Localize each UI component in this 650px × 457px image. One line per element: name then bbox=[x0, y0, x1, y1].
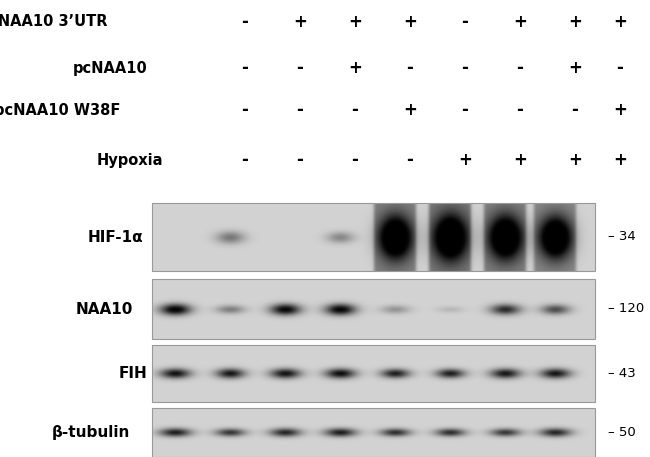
Text: +: + bbox=[293, 13, 307, 31]
Text: +: + bbox=[568, 151, 582, 169]
Text: – 34: – 34 bbox=[608, 230, 636, 244]
Text: -: - bbox=[462, 13, 469, 31]
Text: +: + bbox=[513, 13, 527, 31]
Text: -: - bbox=[517, 101, 523, 119]
Text: – 120: – 120 bbox=[608, 303, 644, 315]
Text: +: + bbox=[613, 13, 627, 31]
Text: NAA10: NAA10 bbox=[75, 302, 133, 317]
Text: +: + bbox=[458, 151, 472, 169]
Text: pcNAA10 W38F: pcNAA10 W38F bbox=[0, 102, 120, 117]
Text: +: + bbox=[403, 13, 417, 31]
Bar bbox=[152, 408, 595, 457]
Text: -: - bbox=[462, 59, 469, 77]
Text: -: - bbox=[242, 101, 248, 119]
Bar bbox=[152, 279, 595, 339]
Text: -: - bbox=[517, 59, 523, 77]
Text: -: - bbox=[242, 13, 248, 31]
Text: -: - bbox=[296, 101, 304, 119]
Text: siNAA10 3’UTR: siNAA10 3’UTR bbox=[0, 15, 108, 30]
Text: – 43: – 43 bbox=[608, 367, 636, 380]
Text: HIF-1α: HIF-1α bbox=[87, 229, 143, 244]
Text: -: - bbox=[296, 59, 304, 77]
Text: -: - bbox=[617, 59, 623, 77]
Text: +: + bbox=[613, 101, 627, 119]
Text: +: + bbox=[613, 151, 627, 169]
Text: -: - bbox=[242, 59, 248, 77]
Text: pcNAA10: pcNAA10 bbox=[73, 60, 148, 75]
Text: +: + bbox=[568, 59, 582, 77]
Text: -: - bbox=[242, 151, 248, 169]
Text: FIH: FIH bbox=[118, 366, 147, 381]
Text: – 50: – 50 bbox=[608, 426, 636, 439]
Text: +: + bbox=[568, 13, 582, 31]
Text: +: + bbox=[403, 101, 417, 119]
Text: +: + bbox=[348, 59, 362, 77]
Text: -: - bbox=[462, 101, 469, 119]
Bar bbox=[152, 345, 595, 402]
Text: Hypoxia: Hypoxia bbox=[96, 153, 163, 168]
Text: -: - bbox=[406, 151, 413, 169]
Text: -: - bbox=[406, 59, 413, 77]
Text: -: - bbox=[352, 101, 358, 119]
Text: -: - bbox=[571, 101, 578, 119]
Bar bbox=[152, 203, 595, 271]
Text: -: - bbox=[296, 151, 304, 169]
Text: β-tubulin: β-tubulin bbox=[51, 425, 130, 440]
Text: +: + bbox=[513, 151, 527, 169]
Text: -: - bbox=[352, 151, 358, 169]
Text: +: + bbox=[348, 13, 362, 31]
